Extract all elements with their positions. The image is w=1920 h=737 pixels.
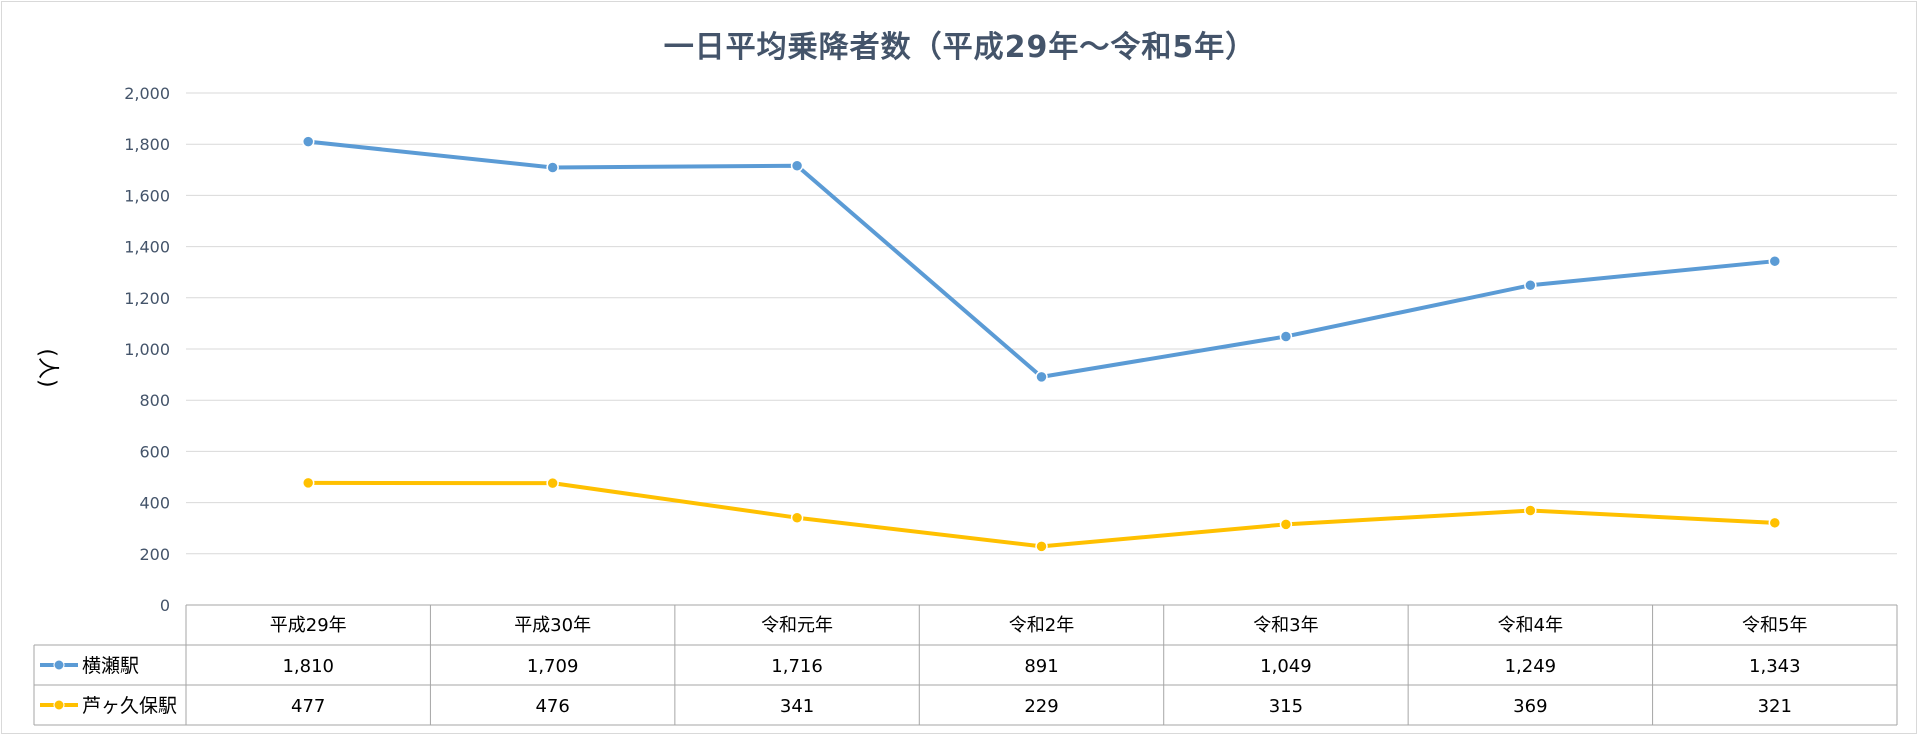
y-tick-label: 600 <box>139 442 170 461</box>
x-tick-label: 令和4年 <box>1498 615 1563 636</box>
data-label: 369 <box>1513 696 1547 717</box>
y-tick-label: 800 <box>139 391 170 410</box>
y-tick-label: 1,000 <box>124 340 170 359</box>
data-label: 1,716 <box>771 656 823 677</box>
data-point <box>546 476 559 490</box>
y-tick-label: 0 <box>160 596 170 615</box>
series-line <box>306 480 1777 549</box>
data-point <box>1035 540 1048 553</box>
y-tick-label: 2,000 <box>124 84 170 103</box>
legend-entry: 横瀬駅 <box>82 655 139 677</box>
x-tick-label: 令和5年 <box>1742 615 1807 636</box>
y-tick-label: 1,200 <box>124 289 170 308</box>
data-point <box>1768 516 1782 530</box>
data-point <box>1524 279 1537 292</box>
data-point <box>1035 370 1048 384</box>
data-label: 1,709 <box>527 656 579 677</box>
legend-key-marker <box>53 659 65 671</box>
data-point <box>1524 504 1537 517</box>
x-tick-label: 令和3年 <box>1253 615 1318 636</box>
data-label: 315 <box>1269 696 1303 717</box>
legend-key-marker <box>53 699 65 711</box>
y-tick-label: 200 <box>139 545 170 564</box>
data-point <box>1279 330 1293 343</box>
x-tick-label: 平成29年 <box>270 615 347 636</box>
data-label: 341 <box>780 696 814 717</box>
x-tick-label: 平成30年 <box>514 615 591 636</box>
series-lines <box>301 135 1782 553</box>
data-label: 891 <box>1024 656 1058 677</box>
gridlines <box>186 92 1897 555</box>
data-label: 1,249 <box>1505 656 1557 677</box>
series-line <box>306 139 1777 379</box>
y-tick-label: 1,400 <box>124 238 170 257</box>
chart-title: 一日平均乗降者数（平成29年～令和5年） <box>663 30 1257 65</box>
legend-entry: 芦ヶ久保駅 <box>82 695 177 717</box>
x-tick-label: 令和2年 <box>1009 615 1074 636</box>
data-point <box>1768 254 1782 268</box>
data-label: 1,810 <box>282 656 334 677</box>
data-point <box>301 135 315 148</box>
x-tick-label: 令和元年 <box>761 615 833 636</box>
y-tick-label: 400 <box>139 494 170 513</box>
y-tick-label: 1,600 <box>124 186 170 205</box>
data-label: 321 <box>1758 696 1792 717</box>
data-point <box>301 476 315 490</box>
data-point <box>790 159 804 172</box>
data-label: 476 <box>535 696 569 717</box>
y-axis-ticks: 0 200 400 600 800 1,000 1,200 1,400 1,600 1,800 2,… <box>124 84 170 615</box>
data-label: 229 <box>1024 696 1058 717</box>
y-tick-label: 1,800 <box>124 135 170 154</box>
data-label: 477 <box>291 696 325 717</box>
data-point <box>546 161 559 174</box>
data-point <box>1279 518 1293 531</box>
data-point <box>790 511 804 524</box>
data-label: 1,343 <box>1749 656 1801 677</box>
data-label: 1,049 <box>1260 656 1312 677</box>
